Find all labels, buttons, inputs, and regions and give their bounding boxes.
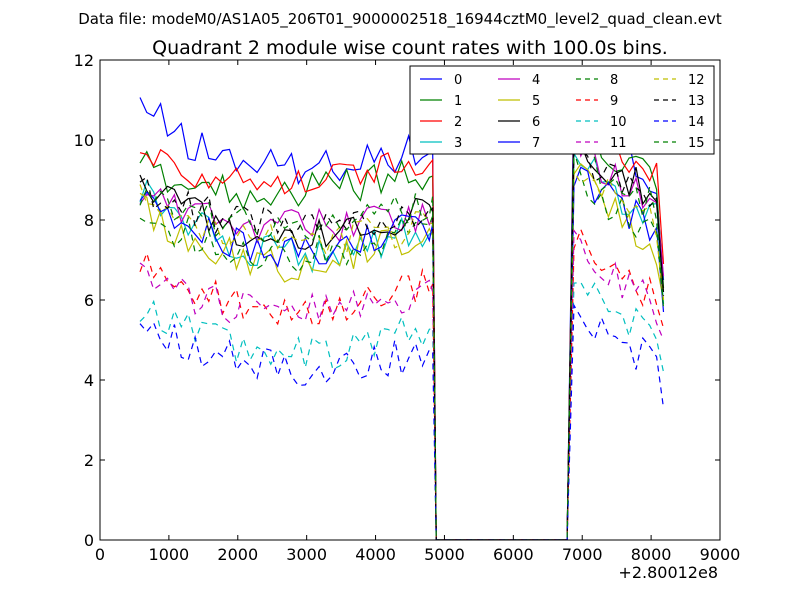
legend-label-5: 5 <box>532 94 540 109</box>
legend-label-1: 1 <box>454 94 462 109</box>
y-tick-label: 4 <box>84 371 94 390</box>
legend-label-4: 4 <box>532 73 540 88</box>
x-tick-label: 8000 <box>631 545 672 564</box>
figure-suptitle: Data file: modeM0/AS1A05_206T01_90000025… <box>78 10 722 29</box>
series-line-14 <box>139 303 665 540</box>
x-tick-label: 9000 <box>700 545 741 564</box>
x-tick-label: 6000 <box>493 545 534 564</box>
series-line-10 <box>139 281 665 540</box>
axis-ticks: 0 1000 2000 3000 4000 5000 6000 7000 8000 9000 0 2 4… <box>74 51 741 564</box>
legend-label-6: 6 <box>532 115 540 130</box>
legend-label-3: 3 <box>454 136 462 151</box>
legend-label-10: 10 <box>610 115 627 130</box>
x-tick-label: 7000 <box>562 545 603 564</box>
legend-label-12: 12 <box>688 73 705 88</box>
series-line-13 <box>139 146 665 540</box>
series-line-6 <box>139 119 665 540</box>
series-line-9 <box>139 227 665 540</box>
series-line-8 <box>139 151 665 540</box>
plot-area: 0 1000 2000 3000 4000 5000 6000 7000 8000 9000 0 2 4… <box>74 51 741 564</box>
x-tick-label: 3000 <box>286 545 327 564</box>
series-line-11 <box>139 228 665 540</box>
legend-label-14: 14 <box>688 115 705 130</box>
y-tick-label: 6 <box>84 291 94 310</box>
legend-label-0: 0 <box>454 73 462 88</box>
legend-label-11: 11 <box>610 136 627 151</box>
chart-title: Quadrant 2 module wise count rates with … <box>152 37 668 59</box>
legend-box <box>409 65 715 155</box>
legend-label-15: 15 <box>688 136 705 151</box>
legend-label-7: 7 <box>532 136 540 151</box>
y-tick-label: 0 <box>84 531 94 550</box>
x-tick-label: 2000 <box>217 545 258 564</box>
series-line-15 <box>139 142 665 540</box>
series-line-2 <box>139 104 665 540</box>
x-tick-label: 4000 <box>355 545 396 564</box>
legend-label-8: 8 <box>610 73 618 88</box>
x-tick-label: 5000 <box>424 545 465 564</box>
legend-label-9: 9 <box>610 94 618 109</box>
series-line-12 <box>139 168 665 540</box>
y-tick-label: 8 <box>84 211 94 230</box>
x-tick-label: 0 <box>95 545 105 564</box>
x-offset-label: +2.80012e8 <box>618 563 718 582</box>
x-tick-label: 1000 <box>149 545 190 564</box>
y-tick-label: 12 <box>74 51 94 70</box>
series-lines <box>139 81 665 540</box>
legend-label-13: 13 <box>688 94 705 109</box>
y-tick-label: 2 <box>84 451 94 470</box>
y-tick-label: 10 <box>74 131 94 150</box>
series-line-4 <box>139 122 665 540</box>
legend-label-2: 2 <box>454 115 462 130</box>
